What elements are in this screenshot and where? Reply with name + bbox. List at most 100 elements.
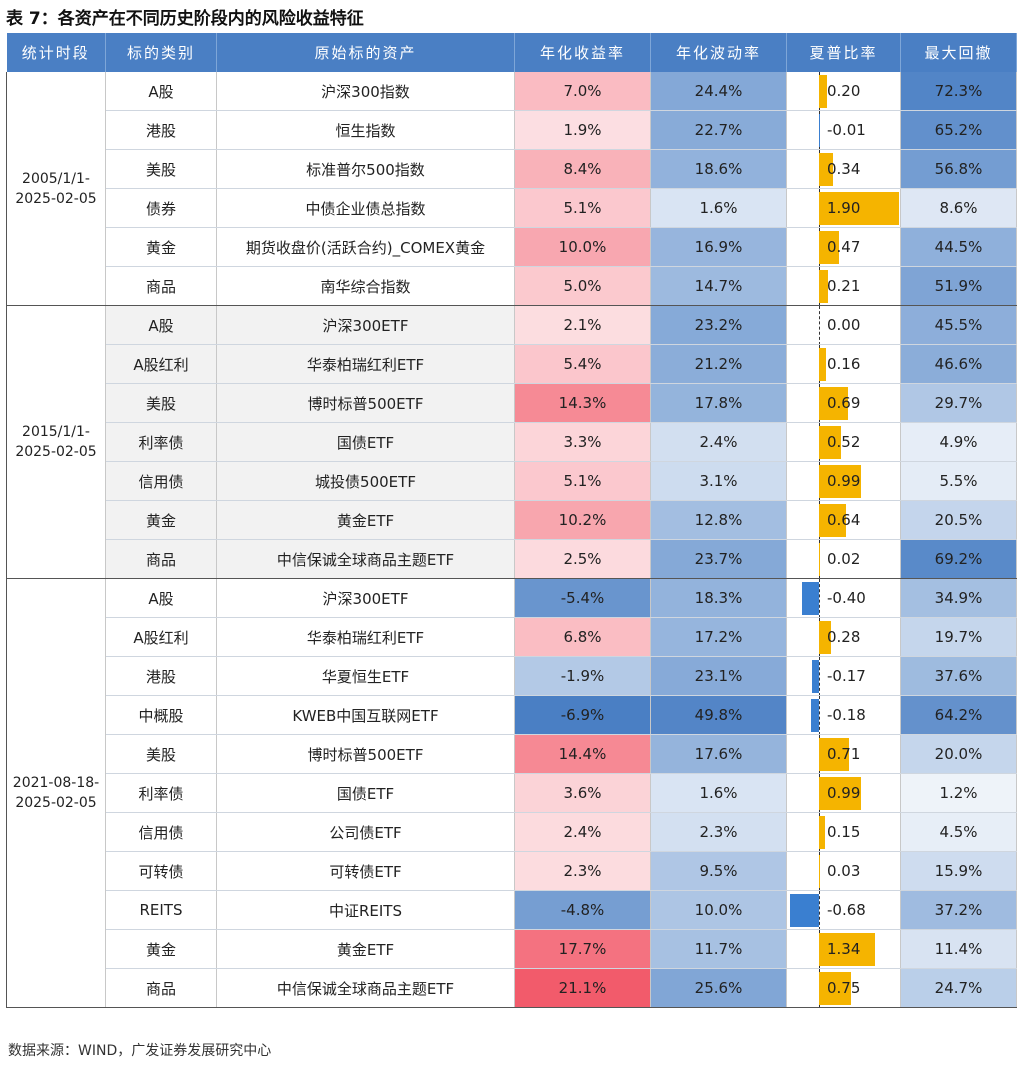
annual-return-cell: 6.8% — [514, 617, 651, 657]
annual-volatility-cell: 25.6% — [650, 968, 787, 1008]
max-drawdown-cell: 64.2% — [900, 695, 1017, 735]
sharpe-ratio-cell: 0.00 — [786, 305, 901, 345]
asset-cell: 黄金ETF — [216, 929, 515, 969]
max-drawdown-cell: 4.9% — [900, 422, 1017, 462]
sharpe-ratio-cell: 0.99 — [786, 773, 901, 813]
sharpe-bar — [819, 426, 841, 459]
sharpe-value: 0.21 — [827, 277, 861, 295]
table-row: 港股 恒生指数 1.9% 22.7% -0.01 65.2% — [7, 110, 1017, 150]
category-cell: 黄金 — [105, 929, 217, 969]
category-cell: 美股 — [105, 149, 217, 189]
sharpe-value: 0.03 — [827, 862, 861, 880]
annual-return-cell: 14.3% — [514, 383, 651, 423]
category-cell: 信用债 — [105, 812, 217, 852]
annual-return-cell: 5.1% — [514, 188, 651, 228]
sharpe-ratio-cell: 0.69 — [786, 383, 901, 423]
category-cell: A股 — [105, 72, 217, 111]
sharpe-ratio-cell: 0.34 — [786, 149, 901, 189]
sharpe-value: -0.01 — [827, 121, 866, 139]
sharpe-axis-line — [819, 111, 820, 149]
max-drawdown-cell: 4.5% — [900, 812, 1017, 852]
category-cell: 美股 — [105, 734, 217, 774]
sharpe-ratio-cell: 1.90 — [786, 188, 901, 228]
sharpe-value: 0.15 — [827, 823, 861, 841]
category-cell: 商品 — [105, 539, 217, 579]
sharpe-ratio-cell: -0.01 — [786, 110, 901, 150]
sharpe-bar — [811, 699, 819, 732]
sharpe-value: 0.75 — [827, 979, 861, 997]
asset-cell: 沪深300ETF — [216, 305, 515, 345]
sharpe-bar — [819, 387, 849, 420]
sharpe-ratio-cell: 0.75 — [786, 968, 901, 1008]
table-row: 信用债 公司债ETF 2.4% 2.3% 0.15 4.5% — [7, 812, 1017, 852]
asset-cell: 华夏恒生ETF — [216, 656, 515, 696]
max-drawdown-cell: 37.6% — [900, 656, 1017, 696]
category-cell: A股 — [105, 578, 217, 618]
asset-cell: 可转债ETF — [216, 851, 515, 891]
sharpe-bar — [819, 348, 826, 381]
asset-cell: 华泰柏瑞红利ETF — [216, 617, 515, 657]
max-drawdown-cell: 72.3% — [900, 72, 1017, 111]
table-row: 中概股 KWEB中国互联网ETF -6.9% 49.8% -0.18 64.2% — [7, 695, 1017, 735]
annual-return-cell: -4.8% — [514, 890, 651, 930]
category-cell: 黄金 — [105, 500, 217, 540]
sharpe-ratio-cell: 0.21 — [786, 266, 901, 306]
sharpe-bar — [819, 231, 839, 264]
header-asset: 原始标的资产 — [216, 33, 515, 72]
annual-return-cell: 5.1% — [514, 461, 651, 501]
table-row: 可转债 可转债ETF 2.3% 9.5% 0.03 15.9% — [7, 851, 1017, 891]
annual-return-cell: 2.4% — [514, 812, 651, 852]
max-drawdown-cell: 34.9% — [900, 578, 1017, 618]
annual-volatility-cell: 2.3% — [650, 812, 787, 852]
category-cell: 可转债 — [105, 851, 217, 891]
sharpe-value: 0.99 — [827, 784, 861, 802]
max-drawdown-cell: 29.7% — [900, 383, 1017, 423]
category-cell: 港股 — [105, 110, 217, 150]
sharpe-bar — [811, 660, 819, 693]
annual-volatility-cell: 21.2% — [650, 344, 787, 384]
annual-volatility-cell: 12.8% — [650, 500, 787, 540]
max-drawdown-cell: 20.5% — [900, 500, 1017, 540]
annual-volatility-cell: 11.7% — [650, 929, 787, 969]
header-annual-volatility: 年化波动率 — [650, 33, 787, 72]
sharpe-ratio-cell: -0.68 — [786, 890, 901, 930]
sharpe-ratio-cell: 0.99 — [786, 461, 901, 501]
asset-cell: 城投债500ETF — [216, 461, 515, 501]
sharpe-value: 0.99 — [827, 472, 861, 490]
sharpe-ratio-cell: 0.20 — [786, 72, 901, 111]
asset-cell: 中信保诚全球商品主题ETF — [216, 968, 515, 1008]
annual-return-cell: 2.1% — [514, 305, 651, 345]
table-row: 利率债 国债ETF 3.6% 1.6% 0.99 1.2% — [7, 773, 1017, 813]
table-row: 黄金 黄金ETF 10.2% 12.8% 0.64 20.5% — [7, 500, 1017, 540]
annual-return-cell: 1.9% — [514, 110, 651, 150]
sharpe-value: 0.64 — [827, 511, 861, 529]
annual-volatility-cell: 9.5% — [650, 851, 787, 891]
sharpe-value: -0.18 — [827, 706, 866, 724]
sharpe-bar — [819, 504, 846, 537]
sharpe-axis-line — [819, 891, 820, 929]
table-row: 信用债 城投债500ETF 5.1% 3.1% 0.99 5.5% — [7, 461, 1017, 501]
category-cell: 债券 — [105, 188, 217, 228]
table-row: 商品 南华综合指数 5.0% 14.7% 0.21 51.9% — [7, 266, 1017, 306]
max-drawdown-cell: 56.8% — [900, 149, 1017, 189]
annual-volatility-cell: 3.1% — [650, 461, 787, 501]
max-drawdown-cell: 19.7% — [900, 617, 1017, 657]
sharpe-ratio-cell: 0.47 — [786, 227, 901, 267]
header-category: 标的类别 — [105, 33, 217, 72]
table-title: 表 7：各资产在不同历史阶段内的风险收益特征 — [6, 9, 364, 29]
max-drawdown-cell: 1.2% — [900, 773, 1017, 813]
asset-cell: 国债ETF — [216, 422, 515, 462]
table-row: 2015/1/1-2025-02-05 A股 沪深300ETF 2.1% 23.2% 0.… — [6, 305, 1017, 579]
sharpe-ratio-cell: -0.17 — [786, 656, 901, 696]
asset-cell: 南华综合指数 — [216, 266, 515, 306]
sharpe-axis-line — [819, 306, 820, 344]
sharpe-ratio-cell: 0.71 — [786, 734, 901, 774]
table-row: 黄金 期货收盘价(活跃合约)_COMEX黄金 10.0% 16.9% 0.47 44.5% — [7, 227, 1017, 267]
table-row: 港股 华夏恒生ETF -1.9% 23.1% -0.17 37.6% — [7, 656, 1017, 696]
annual-return-cell: 7.0% — [514, 72, 651, 111]
sharpe-bar — [802, 582, 819, 615]
sharpe-ratio-cell: 0.64 — [786, 500, 901, 540]
sharpe-bar — [819, 855, 821, 888]
sharpe-bar — [819, 816, 826, 849]
max-drawdown-cell: 37.2% — [900, 890, 1017, 930]
